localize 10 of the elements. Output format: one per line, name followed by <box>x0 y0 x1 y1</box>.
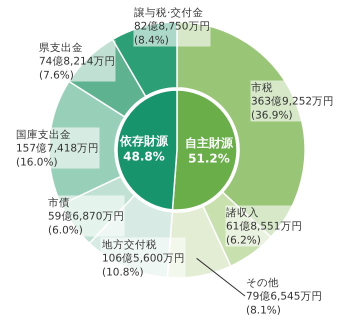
data-label: 譲与税·交付金 82億8,750万円 (8.4%) <box>134 6 210 46</box>
data-label: 依存財源 48.8% <box>119 134 169 164</box>
data-label: 県支出金 74億8,214万円 (7.6%) <box>39 41 116 82</box>
data-label: 国庫支出金 157億7,418万円 (16.0%) <box>16 128 100 168</box>
data-label: その他 79億6,545万円 (8.1%) <box>246 277 322 316</box>
data-label: 自主財源 51.2% <box>185 136 234 166</box>
data-label: 地方交付税 106億5,600万円 (10.8%) <box>101 238 186 278</box>
data-label: 諸収入 61億8,551万円 (6.2%) <box>226 206 302 246</box>
data-label: 市債 59億6,870万円 (6.0%) <box>48 196 124 236</box>
data-label: 市税 363億9,252万円 (36.9%) <box>251 81 334 122</box>
